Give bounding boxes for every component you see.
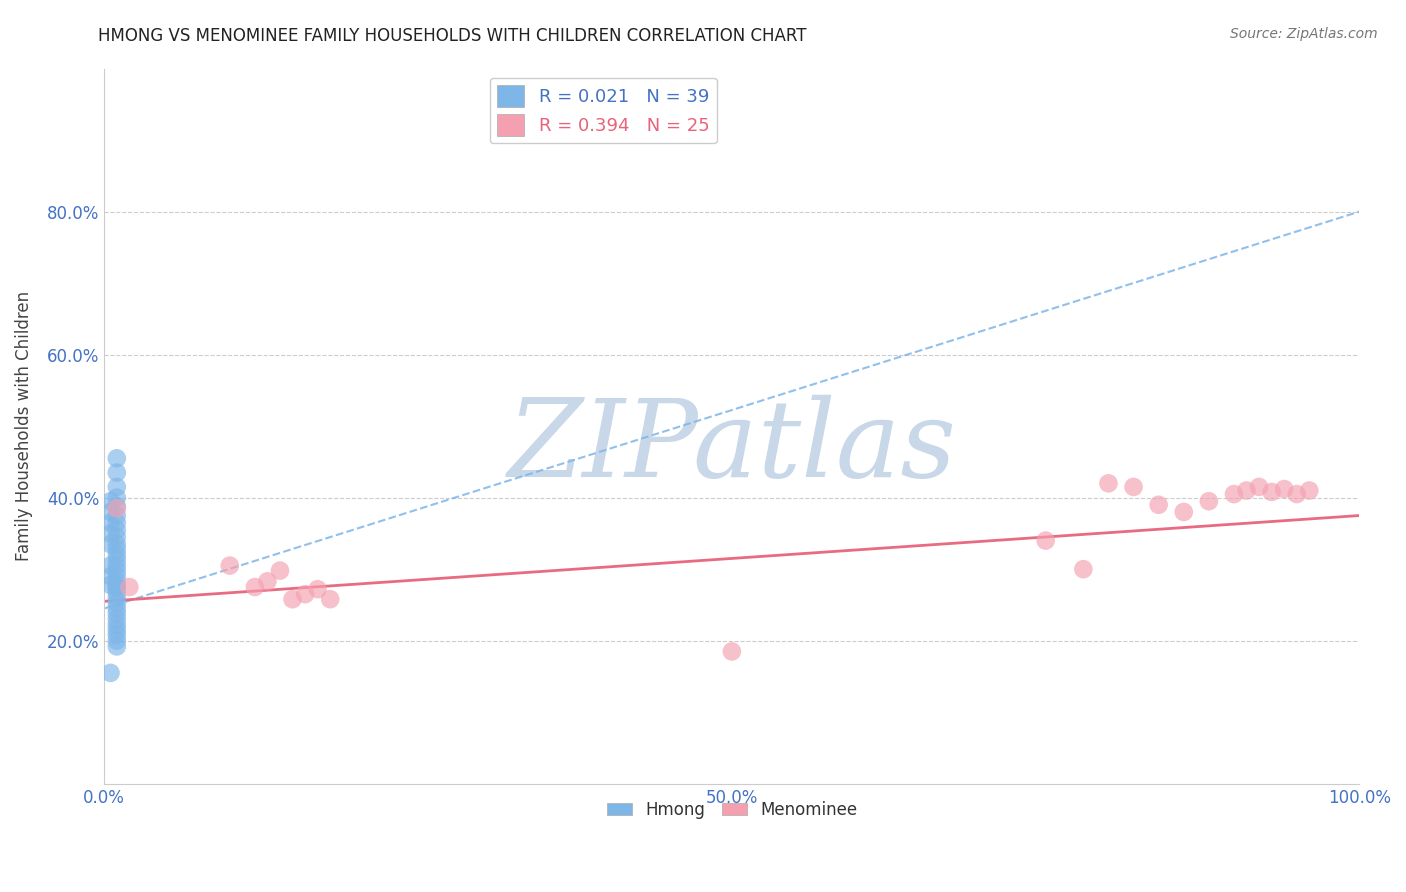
Point [100,569,122,583]
Point [105,612,128,626]
Point [1298,483,1320,498]
Point [100,537,122,551]
Point [1122,480,1144,494]
Point [256,574,278,589]
Point [105,607,128,621]
Point [1223,487,1246,501]
Point [118,580,141,594]
Text: HMONG VS MENOMINEE FAMILY HOUSEHOLDS WITH CHILDREN CORRELATION CHART: HMONG VS MENOMINEE FAMILY HOUSEHOLDS WIT… [98,27,807,45]
Point [1097,476,1119,491]
Point [105,501,128,516]
Point [105,523,128,537]
Point [105,516,128,530]
Point [1249,480,1271,494]
Point [105,569,128,583]
Point [105,542,128,557]
Point [100,578,122,592]
Point [105,575,128,590]
Legend: Hmong, Menominee: Hmong, Menominee [600,794,863,825]
Point [105,480,128,494]
Point [105,618,128,632]
Point [105,564,128,578]
Point [1236,483,1258,498]
Point [105,530,128,544]
Point [319,592,342,607]
Point [105,548,128,562]
Point [105,596,128,610]
Point [105,491,128,505]
Point [105,591,128,605]
Point [105,640,128,654]
Point [105,466,128,480]
Point [105,623,128,637]
Point [105,500,128,514]
Point [105,601,128,615]
Point [307,582,329,597]
Point [105,537,128,551]
Text: Source: ZipAtlas.com: Source: ZipAtlas.com [1230,27,1378,41]
Point [218,558,240,573]
Point [1260,484,1282,499]
Point [105,451,128,466]
Point [1035,533,1057,548]
Y-axis label: Family Households with Children: Family Households with Children [15,291,32,561]
Point [100,516,122,530]
Point [105,580,128,594]
Point [1173,505,1195,519]
Point [1147,498,1170,512]
Point [1073,562,1095,576]
Point [105,628,128,642]
Point [281,592,304,607]
Point [269,564,291,578]
Point [105,508,128,523]
Point [105,553,128,567]
Point [1285,487,1308,501]
Point [105,558,128,573]
Point [243,580,266,594]
Point [721,644,744,658]
Point [105,633,128,648]
Point [1272,482,1295,496]
Point [100,505,122,519]
Point [294,587,316,601]
Point [100,494,122,508]
Point [105,580,128,594]
Point [105,585,128,599]
Point [100,665,122,680]
Text: ZIPatlas: ZIPatlas [508,395,956,500]
Point [1198,494,1220,508]
Point [100,526,122,541]
Point [100,558,122,573]
